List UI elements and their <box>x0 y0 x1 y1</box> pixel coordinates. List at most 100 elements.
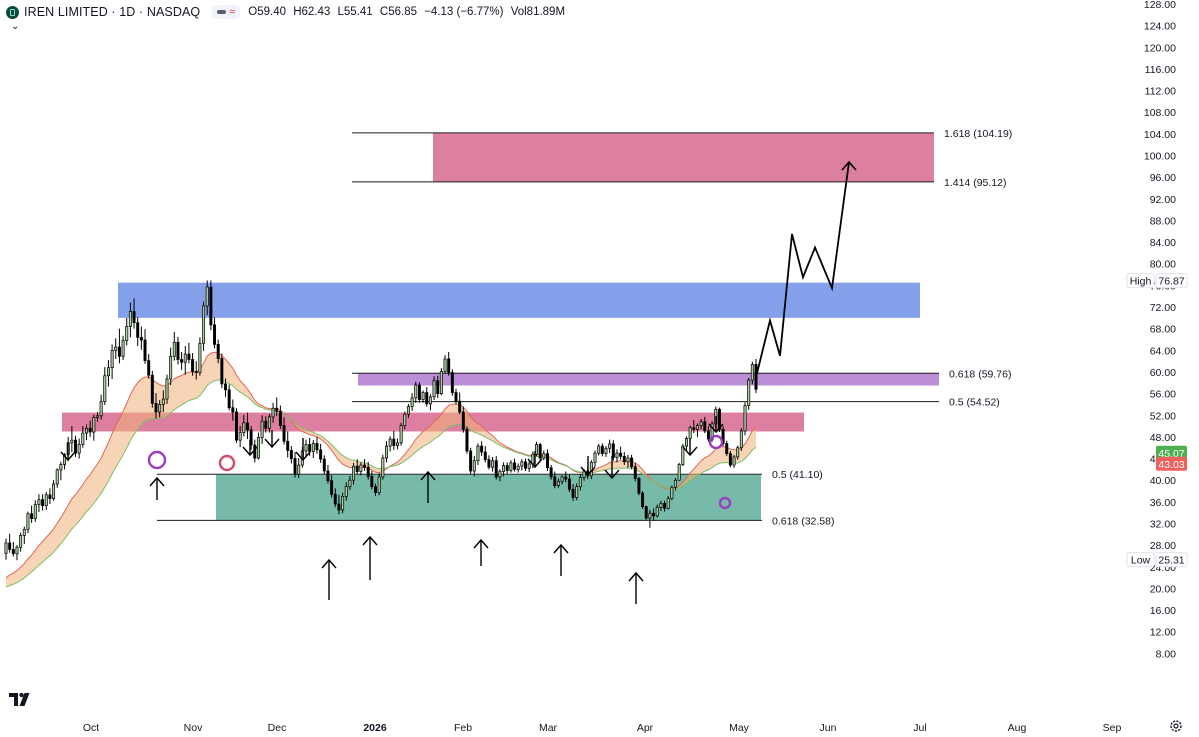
ohlc-volume: Vol81.89M <box>510 6 566 18</box>
candle <box>524 458 527 471</box>
symbol-title[interactable]: IREN LIMITED · 1D · NASDAQ <box>24 5 201 19</box>
candle <box>289 446 293 464</box>
candle-body <box>59 464 63 471</box>
candle <box>491 456 495 472</box>
up-arrow-icon <box>362 535 378 580</box>
ohlc-close: C56.85 <box>379 6 417 18</box>
candle <box>436 375 440 398</box>
candle-body <box>703 421 707 432</box>
projection-path[interactable] <box>755 161 850 378</box>
candle <box>139 326 143 350</box>
collapse-chevron-icon[interactable]: ⌄ <box>11 21 20 32</box>
candle <box>44 492 48 510</box>
candle-body <box>180 359 184 363</box>
candle-body <box>377 476 381 493</box>
candle-body <box>352 465 356 481</box>
ohlc-low: L55.41 <box>337 6 373 18</box>
candle-body <box>337 503 341 511</box>
candle-body <box>403 413 407 426</box>
candle <box>410 393 414 411</box>
candle-body <box>293 458 297 475</box>
date-tick-label: Apr <box>637 722 654 734</box>
candle <box>695 423 699 437</box>
candle-body <box>622 456 626 463</box>
price-tick-label: 48.00 <box>1150 432 1176 444</box>
ohlc-high: H62.43 <box>293 6 331 18</box>
price-tick-label: 36.00 <box>1150 497 1176 509</box>
candle-body <box>278 411 282 426</box>
candle <box>191 353 195 376</box>
candle <box>703 416 707 434</box>
candle <box>8 533 12 553</box>
candle-body <box>344 486 348 497</box>
candle <box>256 432 260 460</box>
candle-body <box>322 458 326 472</box>
candle-body <box>410 397 414 407</box>
candle-body <box>216 344 220 359</box>
candle-body <box>524 461 527 469</box>
candle-body <box>633 466 637 479</box>
fib-level-label: 0.5 (41.10) <box>772 469 823 481</box>
candle <box>235 408 238 443</box>
candle <box>176 336 180 365</box>
candle <box>428 394 432 411</box>
candle-body <box>556 480 560 486</box>
price-tick-label: 128.00 <box>1144 0 1176 11</box>
down-arrow-icon <box>295 438 311 462</box>
support-zone[interactable] <box>216 474 761 521</box>
candle-body <box>242 422 246 433</box>
candle <box>4 538 8 560</box>
fib-zone[interactable] <box>358 373 939 386</box>
down-arrow-icon <box>527 451 543 469</box>
price-tick-label: 28.00 <box>1150 540 1176 552</box>
candle-body <box>666 498 670 509</box>
candle-body <box>275 407 279 412</box>
candle <box>216 339 220 364</box>
candle <box>37 494 41 513</box>
candle <box>213 317 217 349</box>
candle <box>648 509 652 528</box>
candle <box>747 377 751 410</box>
candle <box>297 458 301 479</box>
target-zone[interactable] <box>433 132 934 182</box>
candle <box>194 361 198 380</box>
tradingview-logo-icon[interactable] <box>8 690 32 708</box>
candle-body <box>213 324 217 345</box>
candle <box>509 460 513 473</box>
candle-body <box>267 416 271 429</box>
price-badge: Low 25.31 <box>1126 552 1188 568</box>
candle-body <box>578 477 582 488</box>
candle-body <box>209 286 213 326</box>
down-arrow-icon <box>242 440 258 457</box>
candle <box>154 393 158 419</box>
candle-body <box>560 476 564 482</box>
candle-body <box>355 465 359 472</box>
candle-body <box>608 443 612 449</box>
candle-body <box>121 340 125 357</box>
fib-level-label: 0.618 (32.58) <box>772 515 834 527</box>
candle <box>377 473 381 496</box>
price-tick-label: 72.00 <box>1150 302 1176 314</box>
resistance-zone[interactable] <box>118 282 920 318</box>
down-arrow-icon <box>682 439 698 457</box>
highlight-circle <box>718 496 732 510</box>
price-tick-label: 8.00 <box>1156 648 1177 660</box>
time-axis[interactable]: Oct Nov Dec 2026 Feb Mar Apr May Jun Jul Aug Sep <box>83 722 1122 734</box>
candle <box>556 478 560 488</box>
candle <box>132 298 136 329</box>
candle <box>103 367 107 405</box>
candle <box>516 463 520 473</box>
settings-gear-icon[interactable] <box>1169 719 1183 733</box>
badge-label-box <box>1126 552 1155 568</box>
candle <box>260 415 264 444</box>
candle <box>655 504 659 518</box>
candle-body <box>739 430 743 449</box>
ribbon-lower-line <box>5 379 757 588</box>
candle <box>128 302 132 338</box>
visibility-toggle-pill[interactable]: ≈ <box>212 5 241 19</box>
ribbon-fill <box>6 352 756 588</box>
candle <box>381 454 385 480</box>
candle-body <box>125 326 129 341</box>
highlight-circle <box>708 434 724 450</box>
